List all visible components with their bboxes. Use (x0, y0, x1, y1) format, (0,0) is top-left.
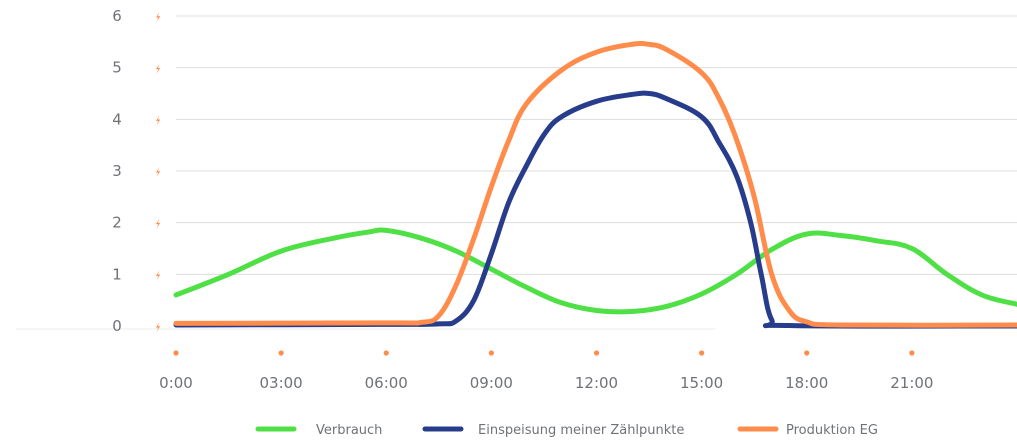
series-line-verbrauch (173, 227, 1017, 315)
lightning-bolt-icon (156, 218, 161, 229)
y-tick-label: 2 (112, 214, 122, 232)
lightning-bolt-icon (156, 167, 161, 177)
dot-icon (699, 350, 705, 356)
dot-icon (804, 350, 810, 356)
dot-icon (173, 350, 179, 356)
y-tick-label: 3 (112, 162, 122, 180)
legend-label: Produktion EG (786, 423, 878, 438)
series-line-einspeisung (173, 90, 1017, 329)
legend: Verbrauch Einspeisung meiner Zählpunkte Pr… (255, 423, 878, 438)
dot-icon (593, 350, 600, 356)
y-axis: 0 1 2 3 4 5 6 (112, 7, 161, 335)
lightning-bolt-icon (156, 322, 161, 332)
series-line-produktion (173, 41, 1017, 328)
grid-lines (16, 15, 1017, 330)
x-tick-label: 09:00 (470, 374, 513, 392)
lightning-bolt-icon (156, 12, 161, 22)
dot-icon (278, 350, 284, 356)
dot-icon (488, 350, 494, 356)
x-tick-label: 12:00 (575, 374, 618, 392)
lightning-bolt-icon (156, 63, 161, 74)
x-tick-label: 0:00 (159, 374, 193, 392)
dot-icon (383, 350, 389, 356)
x-tick-label: 03:00 (260, 374, 303, 392)
legend-label: Verbrauch (316, 423, 382, 438)
x-tick-label: 18:00 (785, 374, 828, 392)
y-tick-label: 6 (112, 7, 122, 25)
legend-label: Einspeisung meiner Zählpunkte (478, 423, 684, 438)
y-tick-label: 5 (112, 59, 122, 77)
x-tick-label: 21:00 (890, 374, 933, 392)
y-tick-label: 4 (112, 110, 122, 128)
x-axis: 0:00 03:00 06:00 09:00 12:00 15:00 18:00 21:00 (159, 350, 933, 392)
series-lines (173, 41, 1017, 329)
y-tick-label: 0 (112, 317, 122, 335)
y-tick-label: 1 (112, 265, 122, 283)
lightning-bolt-icon (156, 115, 161, 126)
x-tick-label: 06:00 (365, 374, 408, 392)
lightning-bolt-icon (156, 270, 161, 281)
x-tick-label: 15:00 (680, 374, 723, 392)
dot-icon (909, 350, 915, 356)
